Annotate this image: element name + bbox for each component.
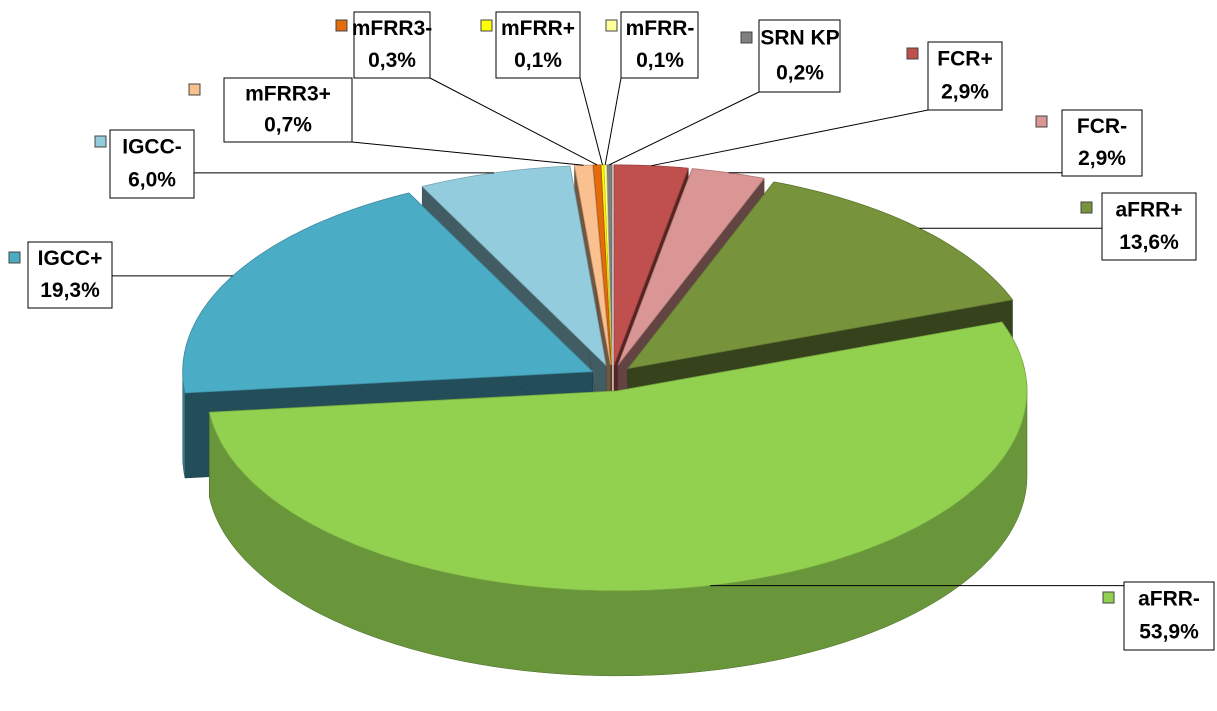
slice-value: 0,3% bbox=[368, 49, 416, 72]
slice-value: 2,9% bbox=[1078, 147, 1126, 170]
label-box bbox=[495, 11, 581, 79]
slice bbox=[592, 164, 612, 365]
slice-value: 19,3% bbox=[40, 279, 100, 302]
leader-line bbox=[579, 77, 603, 165]
slice-value: 0,1% bbox=[514, 49, 562, 72]
legend-key bbox=[740, 31, 753, 44]
label-box bbox=[1101, 192, 1197, 261]
legend-key bbox=[8, 251, 21, 264]
slice bbox=[182, 192, 594, 394]
leader-line bbox=[351, 141, 584, 166]
slice bbox=[617, 168, 765, 366]
slice bbox=[421, 165, 607, 367]
slice-name: mFRR+ bbox=[501, 17, 575, 40]
slice bbox=[208, 321, 1028, 592]
pie bbox=[182, 164, 1028, 677]
slice-value: 0,7% bbox=[264, 114, 312, 137]
legend-key bbox=[94, 135, 107, 148]
label-box bbox=[27, 241, 113, 309]
slice-name: SRN KP bbox=[760, 27, 839, 50]
leader-line bbox=[429, 77, 598, 166]
legend-key bbox=[605, 19, 618, 32]
leader-line bbox=[604, 77, 622, 165]
slice bbox=[613, 164, 689, 366]
slice-value: 53,9% bbox=[1139, 621, 1199, 644]
leader-line bbox=[651, 109, 929, 167]
label-box bbox=[1123, 581, 1215, 651]
slice-name: mFRR3- bbox=[352, 17, 433, 40]
slice-name: aFRR+ bbox=[1115, 198, 1182, 221]
slice-value: 0,1% bbox=[636, 49, 684, 72]
label-box bbox=[758, 19, 841, 93]
slice-name: mFRR3+ bbox=[245, 83, 331, 106]
legend-key bbox=[480, 19, 493, 32]
legend-key bbox=[1080, 201, 1093, 214]
slice-name: FCR- bbox=[1077, 115, 1127, 138]
label-box bbox=[620, 11, 699, 79]
leader-line bbox=[609, 91, 760, 166]
legend-key bbox=[1035, 115, 1048, 128]
legend-key bbox=[1102, 591, 1115, 604]
legend-key bbox=[906, 47, 919, 60]
slice-name: mFRR- bbox=[626, 17, 695, 40]
slice-name: aFRR- bbox=[1138, 588, 1200, 611]
slice bbox=[626, 181, 1014, 370]
slice-value: 2,9% bbox=[941, 81, 989, 104]
legend-key bbox=[335, 19, 348, 32]
label-box bbox=[223, 77, 353, 143]
slice-value: 0,2% bbox=[776, 62, 824, 85]
legend-key bbox=[188, 83, 201, 96]
slice-value: 13,6% bbox=[1119, 231, 1179, 254]
label-box bbox=[1061, 109, 1143, 177]
slice-name: IGCC+ bbox=[38, 247, 103, 270]
slice-name: FCR+ bbox=[937, 48, 992, 71]
slice-value: 6,0% bbox=[128, 169, 176, 192]
slice-name: IGCC- bbox=[122, 136, 182, 159]
label-box bbox=[927, 41, 1003, 111]
label-box bbox=[109, 129, 195, 199]
label-box bbox=[353, 11, 431, 79]
